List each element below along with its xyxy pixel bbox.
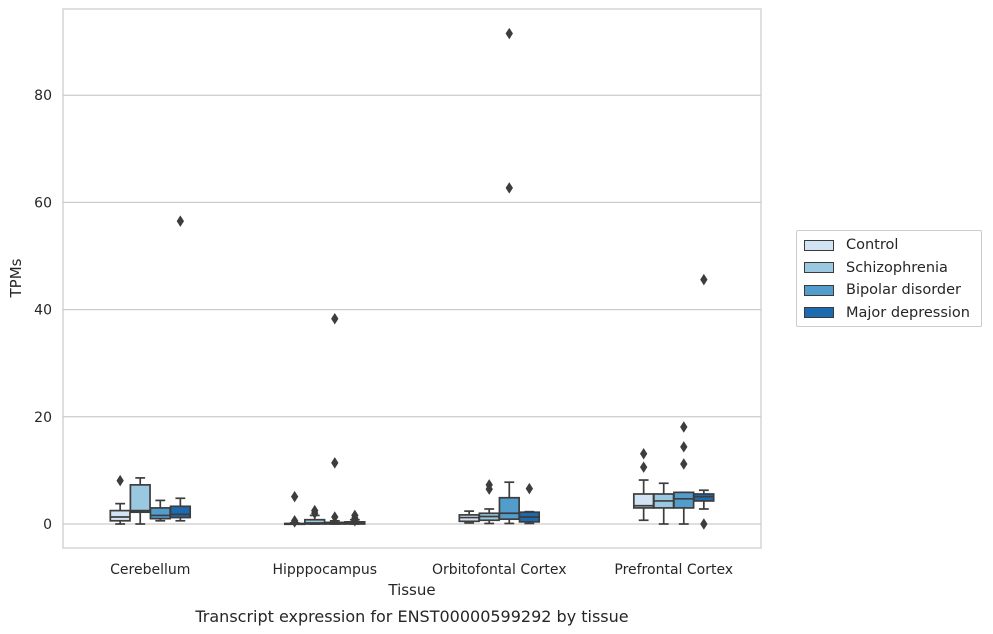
legend-swatch — [804, 262, 834, 274]
box-body — [498, 496, 520, 521]
outlier-point — [525, 482, 534, 495]
box-body — [109, 509, 131, 522]
outlier-point — [700, 273, 708, 286]
outlier-point — [311, 507, 319, 520]
legend-label: Control — [846, 237, 899, 254]
box-body — [149, 507, 171, 520]
box-3-3 — [693, 273, 715, 530]
plot-area — [62, 8, 762, 549]
y-tick-label: 20 — [34, 410, 52, 426]
legend-item: Schizophrenia — [797, 257, 981, 280]
outlier-point — [116, 474, 124, 487]
outlier-point — [331, 457, 339, 469]
box-body — [673, 491, 695, 509]
box-0-3 — [169, 215, 192, 522]
outlier-point — [485, 479, 493, 491]
outlier-point — [680, 421, 688, 433]
box-body — [169, 505, 192, 519]
outlier-point — [505, 182, 513, 194]
legend-label: Bipolar disorder — [846, 282, 961, 299]
outlier-point — [700, 518, 708, 530]
box-3-1 — [653, 482, 675, 525]
outlier-point — [176, 215, 185, 227]
outlier-point — [680, 458, 688, 470]
box-0-0 — [109, 474, 131, 525]
x-tick-label: Cerebellum — [110, 562, 190, 578]
outlier-point — [639, 461, 648, 473]
outlier-point — [331, 312, 339, 325]
outlier-point — [505, 27, 513, 40]
box-2-2 — [498, 27, 520, 525]
outlier-point — [680, 441, 688, 453]
x-tick-labels: Cerebellum Hipppocampus Orbitofontal Corte… — [110, 562, 733, 578]
outlier-point — [351, 515, 359, 527]
box-2-3 — [518, 482, 541, 525]
legend-item: Control — [797, 234, 981, 257]
outlier-point — [290, 490, 299, 503]
x-tick-label: Prefrontal Cortex — [614, 562, 733, 578]
y-tick-labels: 0 20 40 60 80 — [34, 88, 52, 533]
legend-swatch — [804, 284, 834, 296]
box-body — [129, 484, 151, 514]
grid-lines — [63, 94, 761, 525]
box-1-0 — [283, 490, 306, 528]
chart-caption: Transcript expression for ENST0000059929… — [194, 607, 628, 626]
outlier-point — [290, 516, 299, 528]
legend-item: Bipolar disorder — [797, 279, 981, 302]
x-tick-label: Hipppocampus — [272, 562, 377, 578]
x-tick-label: Orbitofontal Cortex — [432, 562, 567, 578]
boxes-layer — [109, 27, 715, 530]
y-tick-label: 60 — [34, 195, 52, 211]
outlier-point — [331, 511, 339, 523]
y-tick-label: 80 — [34, 88, 52, 104]
outlier-point — [639, 448, 648, 460]
x-axis-label: Tissue — [387, 581, 435, 599]
y-tick-label: 40 — [34, 303, 52, 319]
box-2-1 — [478, 479, 500, 525]
legend: Control Schizophrenia Bipolar disorder Majo… — [796, 230, 982, 327]
legend-swatch — [804, 239, 834, 251]
y-axis-label: TPMs — [7, 258, 25, 298]
legend-label: Schizophrenia — [846, 259, 948, 276]
legend-item: Major depression — [797, 302, 981, 325]
legend-label: Major depression — [846, 304, 970, 321]
box-0-1 — [129, 477, 151, 525]
legend-swatch — [804, 307, 834, 319]
y-tick-label: 0 — [43, 517, 52, 533]
box-1-3 — [344, 509, 366, 527]
